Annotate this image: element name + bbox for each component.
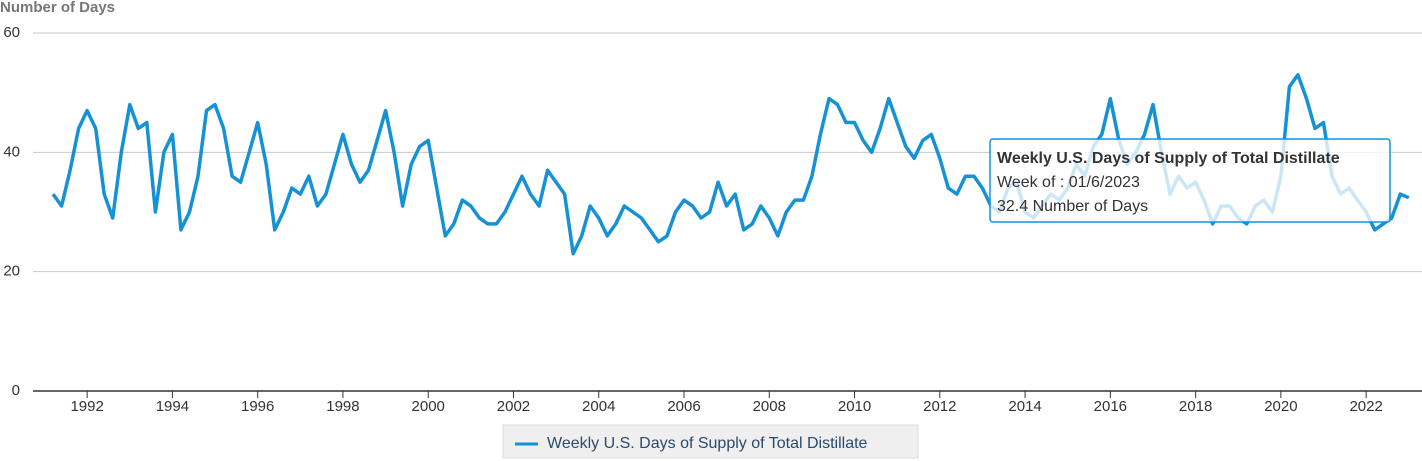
x-tick-label: 2012 [923, 398, 956, 415]
y-tick-label: 60 [3, 24, 20, 41]
x-tick-label: 2016 [1094, 398, 1127, 415]
x-tick-label: 2006 [667, 398, 700, 415]
y-tick-label: 40 [3, 143, 20, 160]
x-tick-label: 1994 [156, 398, 189, 415]
tooltip-line: Week of : 01/6/2023 [997, 174, 1140, 191]
tooltip-box [989, 138, 1391, 223]
x-tick-label: 2000 [412, 398, 445, 415]
legend-box [502, 424, 919, 459]
x-tick-label: 2014 [1008, 398, 1041, 415]
x-tick-label: 1996 [241, 398, 274, 415]
tooltip-header: Weekly U.S. Days of Supply of Total Dist… [997, 150, 1340, 167]
y-axis-label: Number of Days [0, 0, 115, 16]
x-tick-label: 2010 [838, 398, 871, 415]
x-tick-label: 2018 [1179, 398, 1212, 415]
x-tick-label: 1998 [326, 398, 359, 415]
tooltip-line: 32.4 Number of Days [997, 198, 1148, 215]
legend-label: Weekly U.S. Days of Supply of Total Dist… [547, 435, 868, 452]
x-tick-label: 1992 [70, 398, 103, 415]
tooltip: Weekly U.S. Days of Supply of Total Dist… [989, 138, 1391, 223]
x-tick-label: 2008 [753, 398, 786, 415]
y-tick-label: 20 [3, 263, 20, 280]
x-tick-label: 2020 [1264, 398, 1297, 415]
x-tick-label: 2002 [497, 398, 530, 415]
x-tick-label: 2022 [1349, 398, 1382, 415]
legend[interactable]: Weekly U.S. Days of Supply of Total Dist… [502, 424, 919, 459]
y-tick-label: 0 [12, 382, 20, 399]
x-tick-label: 2004 [582, 398, 615, 415]
